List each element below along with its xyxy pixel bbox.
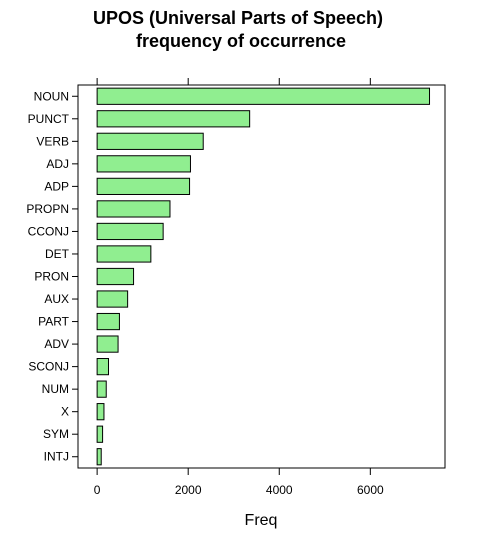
- bar-punct: [96, 110, 251, 128]
- bar-adv: [96, 335, 119, 353]
- bar-adj: [96, 155, 191, 173]
- y-tick-label-propn: PROPN: [26, 202, 69, 216]
- x-axis-label: Freq: [245, 512, 278, 529]
- bar-num: [96, 380, 107, 398]
- bar-sconj: [96, 358, 110, 376]
- y-tick-label-aux: AUX: [44, 292, 69, 306]
- y-tick-label-x: X: [61, 405, 69, 419]
- y-tick-label-intj: INTJ: [44, 450, 69, 464]
- y-axis: NOUN PUNCT VERB ADJ ADP PROPN CCONJ DET PRON AUX P…: [26, 89, 78, 464]
- bar-aux: [96, 290, 129, 308]
- bar-det: [96, 245, 152, 263]
- bars: [96, 87, 431, 466]
- bar-pron: [96, 267, 135, 286]
- bar-adp: [96, 177, 191, 195]
- y-tick-label-adv: ADV: [44, 337, 69, 351]
- bar-part: [96, 312, 120, 331]
- bar-intj: [96, 448, 102, 466]
- bar-sym: [96, 425, 104, 443]
- x-tick-label-1: 2000: [175, 483, 202, 497]
- chart-title-line-2: frequency of occurrence: [136, 31, 346, 51]
- y-tick-label-cconj: CCONJ: [28, 224, 69, 238]
- y-tick-label-sym: SYM: [43, 427, 69, 441]
- x-tick-label-3: 6000: [357, 483, 384, 497]
- y-tick-label-part: PART: [38, 315, 70, 329]
- y-tick-label-verb: VERB: [36, 134, 69, 148]
- y-tick-label-det: DET: [45, 247, 70, 261]
- bar-x: [96, 403, 105, 421]
- bar-noun: [96, 87, 431, 105]
- chart-title-line-1: UPOS (Universal Parts of Speech): [93, 8, 383, 28]
- y-tick-label-pron: PRON: [34, 270, 69, 284]
- x-axis-bottom: 0 2000 4000 6000: [94, 468, 384, 497]
- y-tick-label-adj: ADJ: [46, 157, 69, 171]
- y-tick-label-noun: NOUN: [34, 89, 69, 103]
- y-tick-label-punct: PUNCT: [28, 112, 70, 126]
- y-tick-label-sconj: SCONJ: [28, 360, 69, 374]
- y-tick-label-num: NUM: [42, 382, 69, 396]
- bar-cconj: [96, 222, 164, 241]
- y-tick-label-adp: ADP: [44, 179, 69, 193]
- x-axis-top-ticks: [96, 78, 371, 85]
- bar-propn: [96, 200, 171, 218]
- x-tick-label-0: 0: [94, 483, 101, 497]
- bar-verb: [96, 132, 204, 150]
- x-tick-label-2: 4000: [266, 483, 293, 497]
